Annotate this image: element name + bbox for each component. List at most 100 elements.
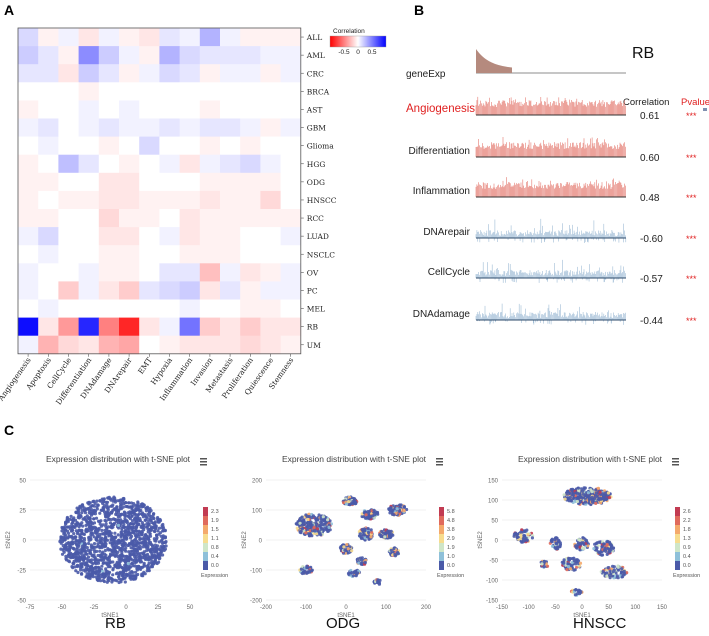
tsne-point [132,543,136,547]
tsne-point [295,526,299,530]
tsne-point [602,548,606,553]
tsne-point [602,542,606,546]
heatmap-cell [199,154,221,174]
tsne-point [544,562,548,566]
tsne-point [76,570,80,575]
heatmap-cell [240,245,261,264]
tsne-point [611,546,615,550]
y-tick-label: 0 [23,539,27,545]
tsne-point [116,575,121,579]
tsne-point [117,518,121,522]
tsne-point [132,510,136,514]
tsne-point [607,496,612,500]
tsne-point [150,543,154,547]
tsne-point [77,510,81,514]
tsne-point [63,531,67,535]
tsne-point [80,508,84,512]
tsne-point [142,537,146,541]
heatmap-cell [260,118,281,137]
tsne-point [78,504,82,508]
tsne-point [579,487,583,491]
tsne-point [295,522,299,526]
heatmap-cell [98,245,120,264]
heatmap-cell [78,190,100,210]
heatmap-cell [199,64,221,83]
tsne-point [308,569,312,573]
tsne-point [147,569,151,573]
tsne-point [573,568,577,572]
tsne-point [601,497,605,501]
tsne-point [554,541,558,545]
tsne-point [369,535,373,539]
heatmap-cell [38,172,59,192]
tsne-point [578,548,582,552]
tsne-point [605,552,609,556]
tsne-point [121,573,125,577]
legend-swatch [203,534,208,543]
tsne-point [305,525,309,529]
tsne-point [140,521,144,525]
tsne-point [112,521,117,525]
tsne-point [306,521,310,525]
heatmap-cell [58,82,79,101]
tsne-point [99,579,103,583]
tsne-point [395,550,400,554]
tsne-point [90,566,95,570]
heatmap-cell [58,281,79,300]
heatmap-cell [179,136,201,156]
tsne-point [356,557,360,561]
x-axis-label: tSNE1 [573,613,591,618]
tsne-point [360,514,364,519]
tsne-point [398,512,402,516]
tsne-point [398,503,402,507]
tsne-point [92,517,96,521]
tsne-point [119,559,123,563]
tsne-point [161,525,165,529]
heatmap-cell [159,136,180,156]
tsne-point [138,537,142,541]
heatmap-cell [98,263,120,282]
tsne-point [71,519,75,523]
track-pvalue: *** [686,274,697,284]
tsne-point [115,543,119,547]
heatmap-cell [179,118,201,137]
tsne-point [71,546,75,550]
heatmap-cell [199,46,221,65]
tsne-point [104,522,108,526]
tsne-point [111,567,115,571]
legend-marker [703,108,707,111]
heatmap-cell [260,245,281,264]
tsne-point [136,541,140,545]
tsne-name-hnscc: HNSCC [573,615,627,632]
y-tick-label: RCC [307,214,324,223]
heatmap-cell [220,299,241,318]
heatmap-cell [98,64,120,83]
tsne-point [127,542,131,546]
legend-swatch [439,516,444,525]
tsne-point [79,568,83,572]
heatmap-cell [119,100,140,119]
x-axis-label: tSNE1 [337,613,355,618]
tsne-point [83,563,87,567]
tsne-point [102,504,106,508]
tsne-point [113,563,117,567]
tsne-point [311,529,315,533]
heatmap-cell [38,227,59,246]
heatmap-cell [179,317,201,337]
heatmap-cell [139,46,160,65]
tsne-point [148,527,152,531]
y-tick-label: 150 [488,479,499,485]
heatmap-cell [98,335,120,355]
heatmap-cell [159,82,180,101]
heatmap-cell [240,299,261,318]
tsne-point [563,497,567,501]
tsne-plot-odg: Expression distribution with t-SNE plot 2… [242,454,464,618]
tsne-point [104,535,108,539]
tsne-point [611,564,615,568]
legend-swatch [675,561,680,570]
tsne-point [80,549,84,553]
heatmap-cell [199,190,221,210]
tsne-point [98,499,102,503]
tsne-point [112,517,116,521]
legend-swatch [203,516,208,525]
